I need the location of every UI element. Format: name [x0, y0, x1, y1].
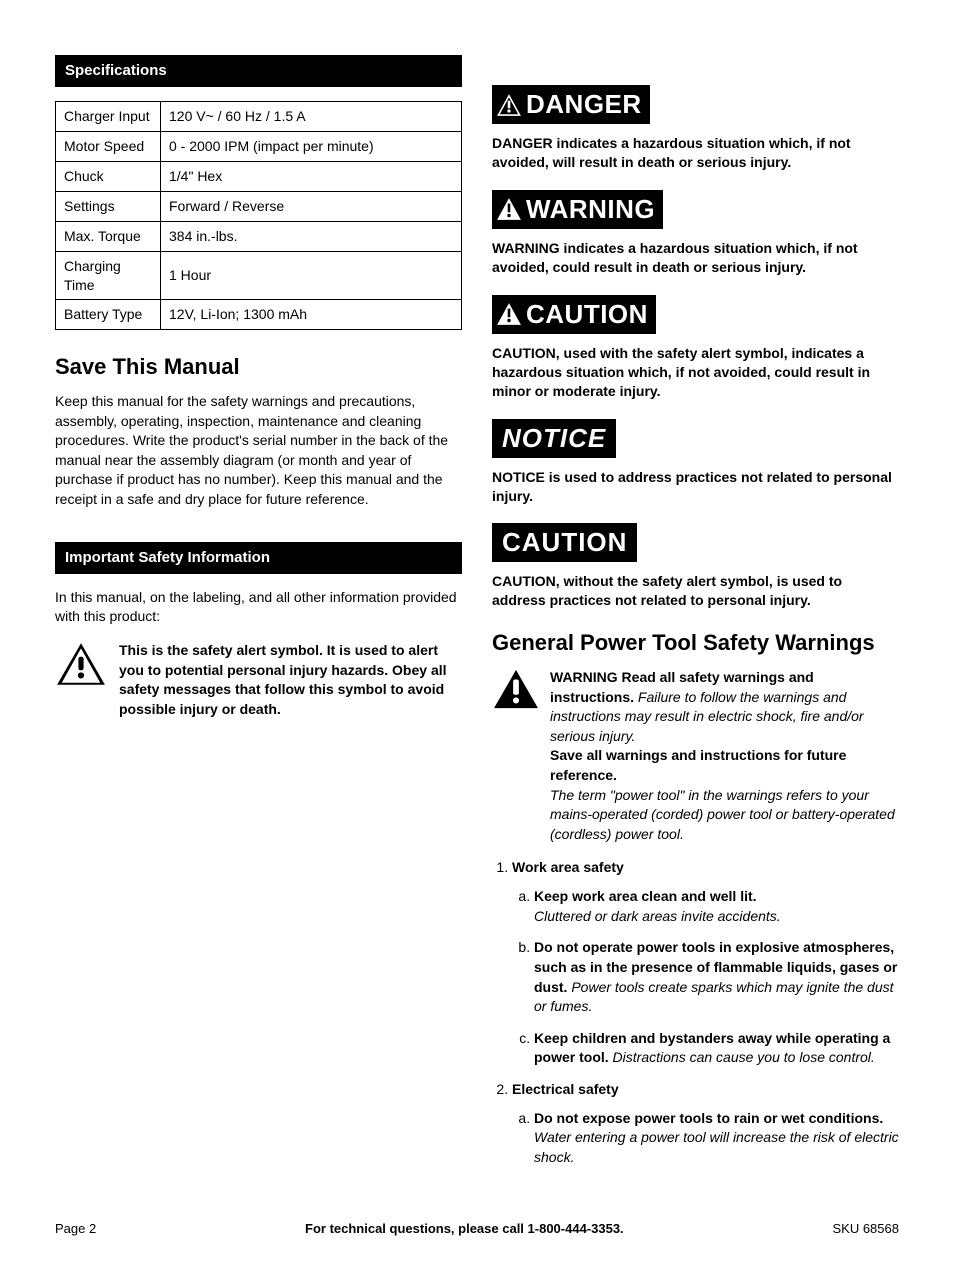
general-warnings-heading: General Power Tool Safety Warnings	[492, 628, 899, 658]
safety-warnings-list: Work area safety Keep work area clean an…	[492, 858, 899, 1167]
list-item: Do not expose power tools to rain or wet…	[534, 1109, 899, 1168]
spec-value: 384 in.-lbs.	[161, 221, 462, 251]
list-item: Work area safety Keep work area clean an…	[512, 858, 899, 1068]
safety-alert-symbol-block: This is the safety alert symbol. It is u…	[55, 641, 462, 719]
spec-value: 1/4" Hex	[161, 162, 462, 192]
alert-triangle-icon	[496, 93, 522, 117]
spec-label: Battery Type	[56, 300, 161, 330]
alert-triangle-icon	[55, 641, 107, 719]
warning-description: WARNING indicates a hazardous situation …	[492, 239, 899, 277]
notice-signal-block: NOTICE	[492, 419, 899, 462]
caution-plain-signal-word: CAUTION	[492, 523, 637, 562]
danger-description: DANGER indicates a hazardous situation w…	[492, 134, 899, 172]
table-row: Max. Torque384 in.-lbs.	[56, 221, 462, 251]
caution-signal-word: CAUTION	[492, 295, 656, 334]
right-column: DANGER DANGER indicates a hazardous situ…	[492, 55, 899, 1180]
spec-value: 0 - 2000 IPM (impact per minute)	[161, 132, 462, 162]
list-item: Keep children and bystanders away while …	[534, 1029, 899, 1068]
save-manual-body: Keep this manual for the safety warnings…	[55, 392, 462, 510]
notice-signal-word: NOTICE	[492, 419, 616, 458]
alert-triangle-icon	[496, 197, 522, 221]
alert-triangle-icon	[496, 302, 522, 326]
spec-value: Forward / Reverse	[161, 191, 462, 221]
table-row: Battery Type12V, Li-Ion; 1300 mAh	[56, 300, 462, 330]
table-row: Chuck1/4" Hex	[56, 162, 462, 192]
warning-signal-word: WARNING	[492, 190, 663, 229]
safety-intro-text: In this manual, on the labeling, and all…	[55, 588, 462, 627]
table-row: Charger Input120 V~ / 60 Hz / 1.5 A	[56, 102, 462, 132]
alert-triangle-icon	[492, 668, 540, 844]
spec-label: Charger Input	[56, 102, 161, 132]
danger-signal-word: DANGER	[492, 85, 650, 124]
spec-label: Charging Time	[56, 251, 161, 300]
spec-value: 120 V~ / 60 Hz / 1.5 A	[161, 102, 462, 132]
table-row: SettingsForward / Reverse	[56, 191, 462, 221]
list-item: Electrical safety Do not expose power to…	[512, 1080, 899, 1168]
list-item: Keep work area clean and well lit.Clutte…	[534, 887, 899, 926]
left-column: Specifications Charger Input120 V~ / 60 …	[55, 55, 462, 1180]
page-columns: Specifications Charger Input120 V~ / 60 …	[55, 55, 899, 1180]
specifications-header: Specifications	[55, 55, 462, 87]
specifications-table: Charger Input120 V~ / 60 Hz / 1.5 A Moto…	[55, 101, 462, 330]
spec-label: Chuck	[56, 162, 161, 192]
save-manual-heading: Save This Manual	[55, 352, 462, 382]
spec-label: Max. Torque	[56, 221, 161, 251]
safety-alert-symbol-text: This is the safety alert symbol. It is u…	[119, 641, 462, 719]
list-item: Do not operate power tools in explosive …	[534, 938, 899, 1016]
notice-description: NOTICE is used to address practices not …	[492, 468, 899, 506]
general-warning-intro-block: WARNING Read all safety warnings and ins…	[492, 668, 899, 844]
table-row: Motor Speed0 - 2000 IPM (impact per minu…	[56, 132, 462, 162]
caution-plain-description: CAUTION, without the safety alert symbol…	[492, 572, 899, 610]
spec-label: Settings	[56, 191, 161, 221]
general-warning-intro-text: WARNING Read all safety warnings and ins…	[550, 668, 899, 844]
important-safety-header: Important Safety Information	[55, 542, 462, 574]
spec-value: 12V, Li-Ion; 1300 mAh	[161, 300, 462, 330]
warning-signal-block: WARNING	[492, 190, 899, 233]
caution-plain-signal-block: CAUTION	[492, 523, 899, 566]
caution-description: CAUTION, used with the safety alert symb…	[492, 344, 899, 401]
spec-value: 1 Hour	[161, 251, 462, 300]
table-row: Charging Time1 Hour	[56, 251, 462, 300]
caution-signal-block: CAUTION	[492, 295, 899, 338]
spec-label: Motor Speed	[56, 132, 161, 162]
danger-signal-block: DANGER	[492, 85, 899, 128]
